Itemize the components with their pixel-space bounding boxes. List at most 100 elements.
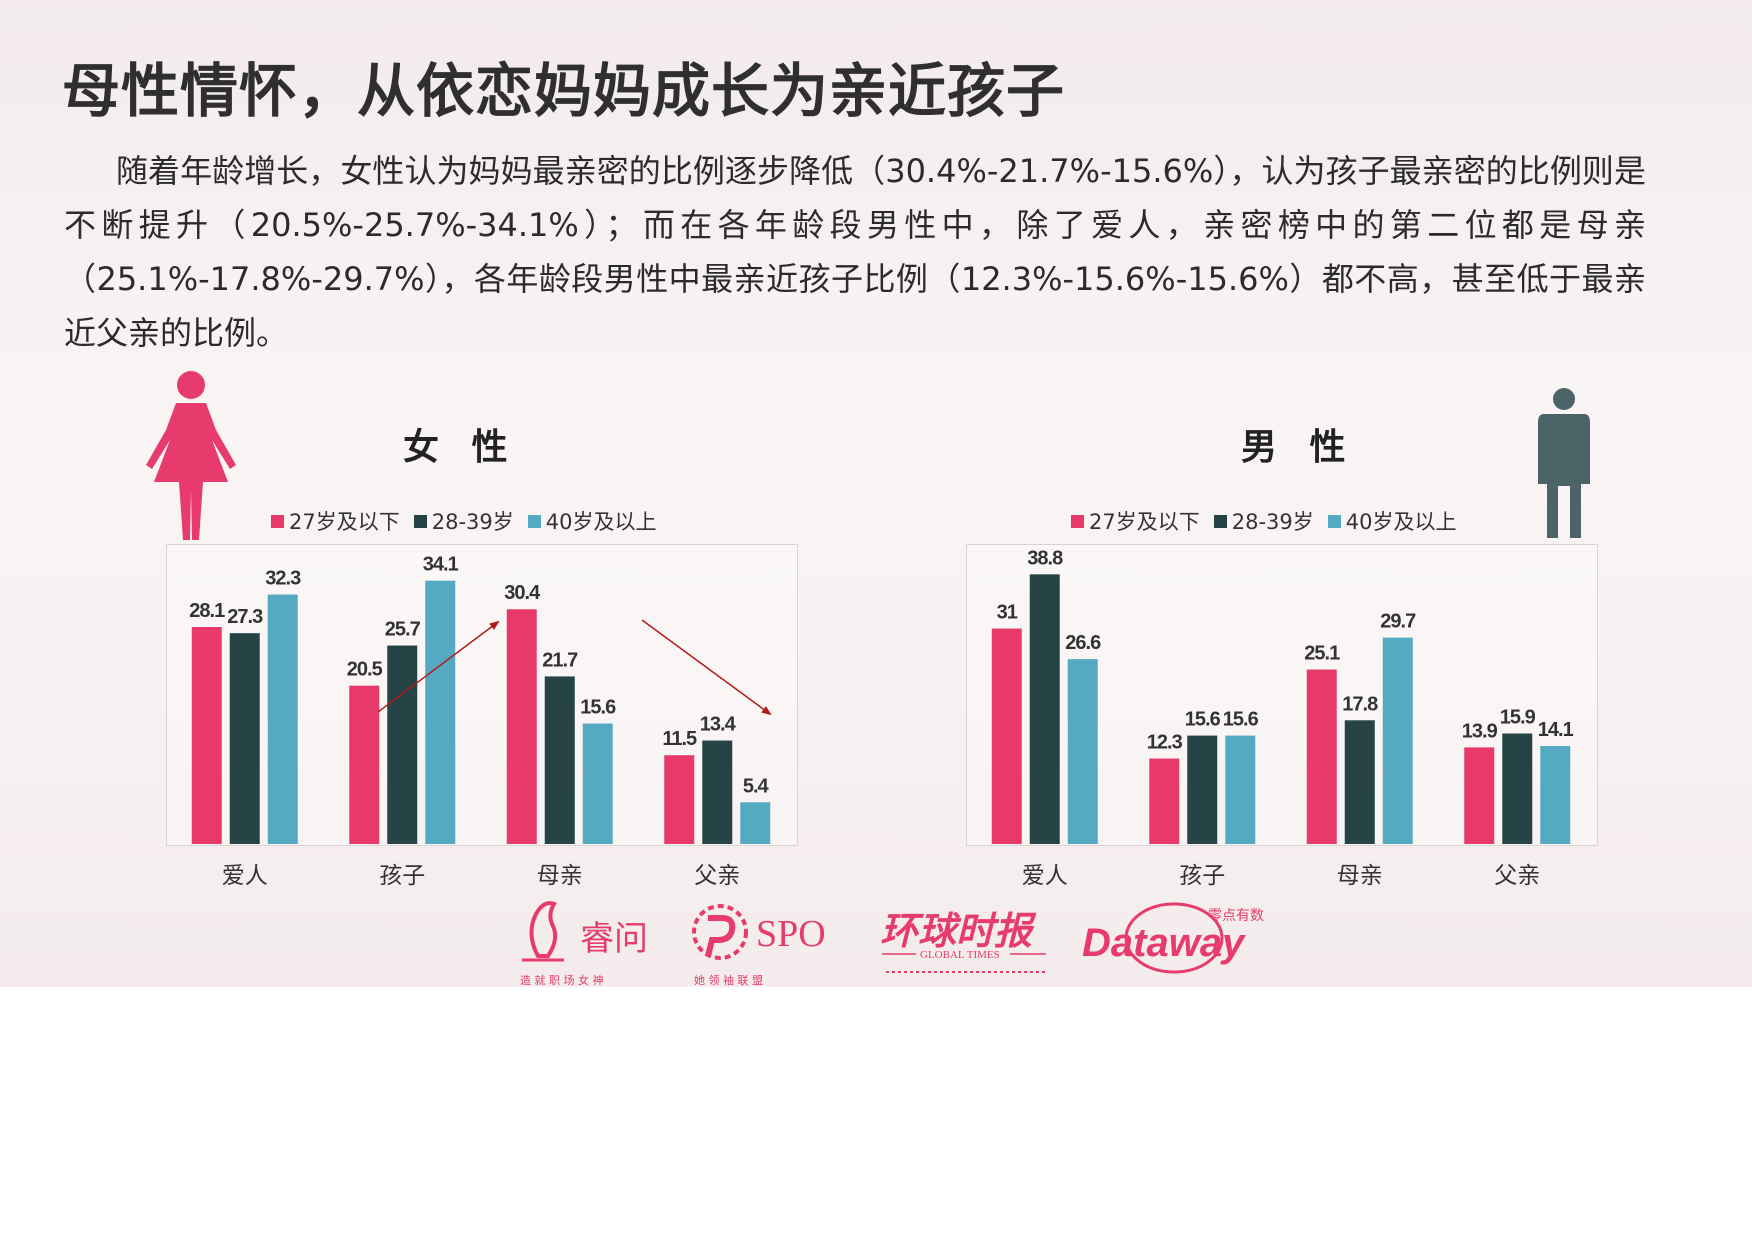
legend-item: 40岁及以上 xyxy=(527,506,657,536)
data-label: 28.1 xyxy=(189,600,225,622)
ruiwen-logo-tagline: 造 就 职 场 女 神 xyxy=(520,973,603,987)
legend-swatch xyxy=(413,514,427,528)
ruiwen-logo-name: 睿问 xyxy=(580,919,648,959)
dataway-logo-sub: 零点有数 xyxy=(1208,908,1264,924)
male-figure: 男 性 27岁及以下 28-39岁 40岁及以上 31 38.8 26.6 爱人 12.… xyxy=(876,0,1752,900)
legend-label: 27岁及以下 xyxy=(1089,510,1200,534)
legend-item: 40岁及以上 xyxy=(1327,506,1457,536)
data-label: 27.3 xyxy=(227,606,263,628)
legend-label: 28-39岁 xyxy=(431,510,514,534)
legend-swatch xyxy=(1071,514,1084,528)
bar xyxy=(1306,669,1337,844)
legend-label: 28-39岁 xyxy=(1231,510,1314,534)
data-label: 15.9 xyxy=(1500,706,1536,728)
data-label: 25.1 xyxy=(1304,643,1340,665)
legend-swatch xyxy=(271,514,284,528)
page-title: 母性情怀，从依恋妈妈成长为亲近孩子 xyxy=(62,57,1066,125)
data-label: 26.6 xyxy=(1065,632,1101,654)
bar xyxy=(1067,659,1098,844)
bar xyxy=(1502,733,1533,844)
legend-label: 40岁及以上 xyxy=(545,510,657,534)
ruiwen-logo-mark: 睿问 造 就 职 场 女 神 xyxy=(520,901,648,987)
bar xyxy=(1540,746,1571,844)
bar xyxy=(664,755,695,844)
data-label: 20.5 xyxy=(347,659,383,681)
bar xyxy=(425,580,456,844)
slide: 母性情怀，从依恋妈妈成长为亲近孩子 随着年龄增长，女性认为妈妈最亲密的比例逐步降… xyxy=(0,0,1752,987)
legend-swatch xyxy=(1327,514,1341,528)
category-label: 父亲 xyxy=(1494,863,1540,889)
data-label: 38.8 xyxy=(1027,547,1063,569)
data-label: 5.4 xyxy=(743,775,770,797)
global-times-logo-name: 环球时报 xyxy=(880,908,1037,953)
legend-swatch xyxy=(1213,514,1227,528)
data-label: 14.1 xyxy=(1538,719,1574,741)
female-bar-chart: 28.1 27.332.3 爱人 20.525.7 34.1 孩子 30.4 21.7 15.6… xyxy=(189,554,772,889)
bar xyxy=(387,645,418,844)
category-label: 爱人 xyxy=(222,863,268,889)
data-label: 29.7 xyxy=(1380,611,1416,633)
data-label: 12.3 xyxy=(1147,732,1183,754)
legend-label: 40岁及以上 xyxy=(1345,510,1457,534)
ruiwen-logo: 睿问 造 就 职 场 女 神 xyxy=(518,894,658,987)
category-label: 父亲 xyxy=(694,863,740,889)
data-label: 25.7 xyxy=(385,619,421,641)
dataway-logo-name: Dataway xyxy=(1082,921,1246,965)
category-label: 母亲 xyxy=(537,863,583,889)
bar xyxy=(1464,747,1495,844)
logo-strip: 睿问 造 就 职 场 女 神 SPO 她 领 袖 联 盟 环球时报 GLOBAL… xyxy=(0,880,1752,987)
data-label: 13.4 xyxy=(700,714,737,736)
female-chart-title: 女 性 xyxy=(403,427,518,468)
legend-item: 27岁及以下 xyxy=(271,506,400,536)
bar xyxy=(1149,758,1180,844)
legend-item: 28-39岁 xyxy=(1213,506,1314,536)
legend-swatch xyxy=(527,514,541,528)
spo-logo-name: SPO xyxy=(756,913,826,955)
global-times-logo-sub: GLOBAL TIMES xyxy=(920,949,1000,961)
data-label: 21.7 xyxy=(542,649,578,671)
legend-label: 27岁及以下 xyxy=(289,510,400,534)
data-label: 31 xyxy=(997,602,1018,624)
bar xyxy=(267,594,298,844)
data-label: 15.6 xyxy=(1185,709,1221,731)
category-label: 孩子 xyxy=(379,863,425,889)
data-label: 11.5 xyxy=(662,728,697,750)
data-label: 15.6 xyxy=(1223,709,1259,731)
legend-item: 27岁及以下 xyxy=(1071,506,1200,536)
category-label: 孩子 xyxy=(1179,863,1225,889)
bar xyxy=(1382,637,1413,844)
bar xyxy=(1029,574,1060,844)
bar xyxy=(1225,735,1256,844)
spo-logo-mark: SPO 她 领 袖 联 盟 xyxy=(692,904,826,987)
female-figure: 女 性 27岁及以下 28-39岁 40岁及以上 28.1 27.3 32.3 爱人 2… xyxy=(0,0,876,900)
spo-logo: SPO 她 领 袖 联 盟 xyxy=(686,894,846,987)
data-label: 34.1 xyxy=(423,554,459,576)
data-label: 17.8 xyxy=(1342,693,1378,715)
bar xyxy=(191,627,222,844)
male-icon xyxy=(1538,388,1590,538)
bar xyxy=(991,628,1022,844)
spo-logo-tagline: 她 领 袖 联 盟 xyxy=(694,973,763,987)
female-icon xyxy=(146,371,236,540)
bar xyxy=(582,723,613,844)
global-times-logo-mark: 环球时报 GLOBAL TIMES xyxy=(880,908,1046,973)
bar xyxy=(349,685,380,844)
bar xyxy=(506,609,537,844)
bar xyxy=(740,802,771,844)
description-text: 随着年龄增长，女性认为妈妈最亲密的比例逐步降低（30.4%-21.7%-15.6… xyxy=(64,152,1646,352)
bar xyxy=(229,633,260,844)
male-legend: 27岁及以下 28-39岁 40岁及以上 xyxy=(1071,506,1457,536)
data-label: 30.4 xyxy=(504,582,541,604)
dataway-logo-mark: Dataway 零点有数 xyxy=(1082,902,1264,974)
data-label: 32.3 xyxy=(265,568,301,590)
legend-item: 28-39岁 xyxy=(413,506,514,536)
category-label: 爱人 xyxy=(1022,863,1068,889)
global-times-logo: 环球时报 GLOBAL TIMES xyxy=(876,894,1056,987)
bar xyxy=(544,676,575,844)
data-label: 13.9 xyxy=(1462,720,1498,742)
bar xyxy=(1187,735,1218,844)
category-label: 母亲 xyxy=(1337,863,1383,889)
male-chart-title: 男 性 xyxy=(1241,427,1356,468)
bar xyxy=(702,740,733,844)
